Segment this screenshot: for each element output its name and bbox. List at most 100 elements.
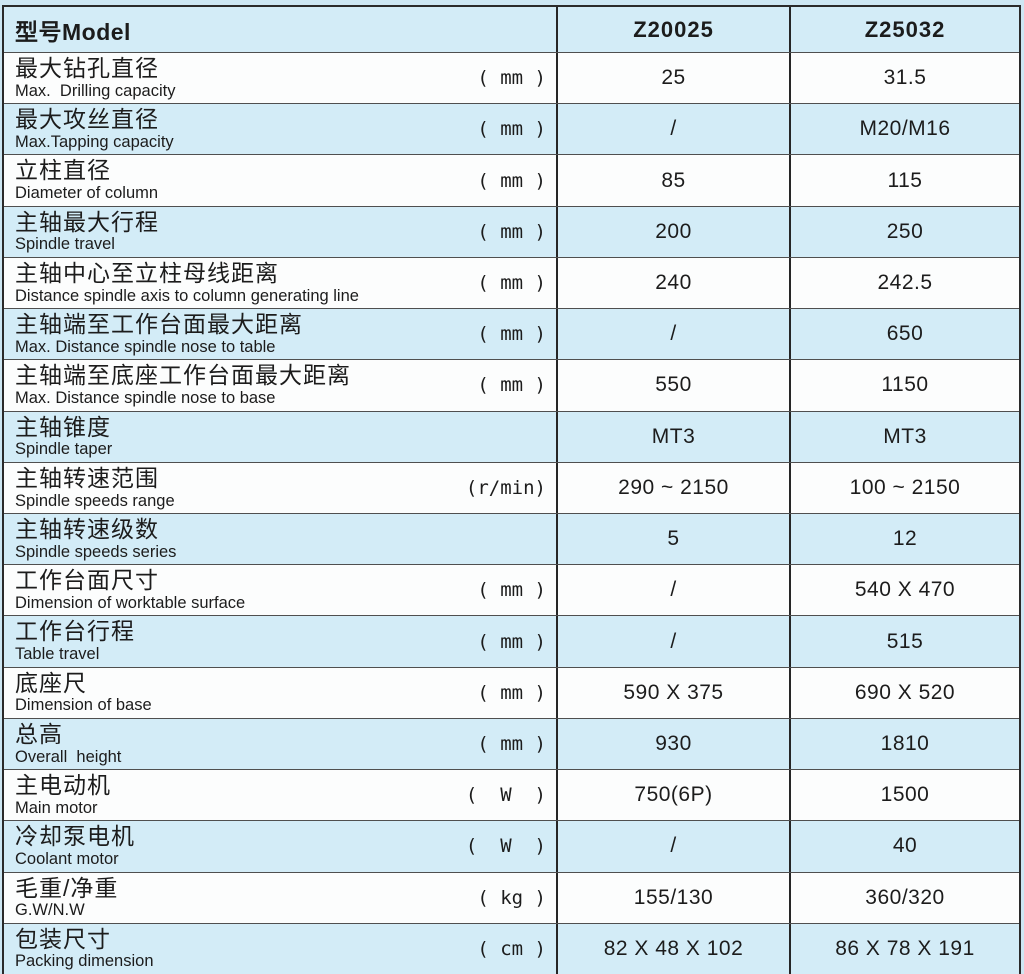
spec-label-lines: 冷却泵电机 Coolant motor [15,824,135,869]
unit-label: ( W ) [465,784,546,807]
unit-label: ( mm ) [477,681,546,704]
spec-value-z20025: 85 [556,155,789,206]
table-row: 主轴端至底座工作台面最大距离 Max. Distance spindle nos… [4,359,1019,411]
spec-value-z20025: 550 [556,360,789,411]
table-row: 工作台行程 Table travel ( mm ) / 515 [4,615,1019,667]
table-row: 总高 Overall height ( mm ) 930 1810 [4,717,1019,770]
spec-label-cn: 毛重/净重 [15,874,119,901]
spec-table: 型号Model Z20025 Z25032 最大钻孔直径 Max. Drilli… [2,5,1021,974]
unit-label: ( cm ) [477,937,546,960]
spec-value-z25032: 86 X 78 X 191 [789,923,1019,974]
spec-label-cn: 主轴锥度 [15,413,111,440]
spec-label-lines: 最大钻孔直径 Max. Drilling capacity [15,55,176,100]
spec-value-z20025: 290 ~ 2150 [556,462,789,513]
spec-label-cn: 立柱直径 [15,157,111,184]
spec-value-z25032: 1500 [789,770,1019,821]
spec-label-en: Packing dimension [15,952,154,971]
unit-label: ( mm ) [477,169,546,192]
unit-label: ( mm ) [477,579,546,602]
table-row: 毛重/净重 G.W/N.W ( kg ) 155/130 360/320 [4,871,1019,923]
spec-value-z20025: / [556,565,789,616]
table-row: 主轴锥度 Spindle taper MT3 MT3 [4,410,1019,462]
spec-label-cell: 毛重/净重 G.W/N.W ( kg ) [4,873,556,923]
table-row: 工作台面尺寸 Dimension of worktable surface ( … [4,564,1019,616]
spec-label-cn: 主轴最大行程 [15,208,159,235]
spec-value-z20025: 155/130 [556,872,789,923]
spec-value-z25032: 1150 [789,360,1019,411]
spec-label-lines: 主电动机 Main motor [15,772,111,817]
spec-label-en: Dimension of worktable surface [15,593,246,612]
spec-label-cell: 工作台面尺寸 Dimension of worktable surface ( … [4,565,556,615]
spec-value-z20025: 750(6P) [556,770,789,821]
spec-label-en: Max. Distance spindle nose to table [15,337,276,356]
unit-label: ( mm ) [477,630,546,653]
spec-label-cn: 主轴端至工作台面最大距离 [15,311,303,338]
spec-label-en: Spindle speeds range [15,491,175,510]
spec-label-lines: 总高 Overall height [15,720,121,766]
spec-label-cell: 底座尺 Dimension of base ( mm ) [4,668,556,718]
table-row: 底座尺 Dimension of base ( mm ) 590 X 375 6… [4,666,1019,718]
table-row: 冷却泵电机 Coolant motor ( W ) / 40 [4,820,1019,872]
spec-label-lines: 最大攻丝直径 Max.Tapping capacity [15,106,174,151]
spec-label-cn: 主轴端至底座工作台面最大距离 [15,362,351,389]
spec-label-cn: 主电动机 [15,772,111,799]
spec-value-z20025: 590 X 375 [556,667,789,718]
table-row: 主电动机 Main motor ( W ) 750(6P) 1500 [4,769,1019,821]
spec-label-cell: 主轴转速范围 Spindle speeds range (r/min) [4,463,556,513]
unit-label: ( kg ) [477,886,546,909]
spec-label-cn: 工作台面尺寸 [15,567,159,594]
spec-label-lines: 包装尺寸 Packing dimension [15,925,154,971]
spec-value-z25032: 250 [789,206,1019,257]
spec-label-cn: 主轴中心至立柱母线距离 [15,259,279,286]
header-model-z25032: Z25032 [789,7,1019,52]
spec-label-lines: 主轴最大行程 Spindle travel [15,208,159,254]
unit-label: ( mm ) [477,732,546,755]
header-row: 型号Model Z20025 Z25032 [4,7,1019,52]
spec-value-z25032: 540 X 470 [789,565,1019,616]
spec-value-z25032: 40 [789,821,1019,872]
table-row: 主轴转速范围 Spindle speeds range (r/min) 290 … [4,461,1019,513]
spec-label-cell: 总高 Overall height ( mm ) [4,719,556,769]
table-row: 最大攻丝直径 Max.Tapping capacity ( mm ) / M20… [4,103,1019,155]
spec-label-cell: 最大攻丝直径 Max.Tapping capacity ( mm ) [4,104,556,154]
spec-value-z25032: 100 ~ 2150 [789,462,1019,513]
spec-label-cell: 包装尺寸 Packing dimension ( cm ) [4,924,556,974]
table-row: 主轴最大行程 Spindle travel ( mm ) 200 250 [4,205,1019,257]
spec-label-en: Max. Drilling capacity [15,81,176,100]
unit-label: ( mm ) [477,118,546,141]
header-model-label: 型号Model [15,18,131,45]
spec-label-cn: 主轴转速范围 [15,464,159,491]
spec-label-en: Spindle speeds series [15,542,177,561]
unit-label: ( mm ) [477,271,546,294]
spec-label-cell: 立柱直径 Diameter of column ( mm ) [4,155,556,205]
spec-value-z25032: 12 [789,513,1019,565]
spec-label-cn: 包装尺寸 [15,925,111,952]
spec-label-lines: 工作台行程 Table travel [15,618,135,664]
spec-label-lines: 主轴中心至立柱母线距离 Distance spindle axis to col… [15,259,359,305]
spec-value-z20025: 25 [556,53,789,104]
spec-label-cell: 主轴锥度 Spindle taper [4,412,556,462]
spec-value-z20025: 240 [556,257,789,309]
spec-value-z20025: / [556,821,789,872]
table-row: 最大钻孔直径 Max. Drilling capacity ( mm ) 25 … [4,52,1019,104]
spec-value-z25032: 360/320 [789,872,1019,923]
spec-label-lines: 主轴转速范围 Spindle speeds range [15,464,175,510]
spec-value-z25032: 650 [789,309,1019,360]
spec-label-cell: 主轴端至工作台面最大距离 Max. Distance spindle nose … [4,309,556,359]
spec-value-z25032: 1810 [789,718,1019,770]
spec-label-cell: 主轴端至底座工作台面最大距离 Max. Distance spindle nos… [4,360,556,410]
header-model-z20025: Z20025 [556,7,789,52]
spec-label-cell: 主电动机 Main motor ( W ) [4,770,556,820]
spec-value-z20025: / [556,616,789,667]
spec-label-cn: 底座尺 [15,669,87,696]
spec-label-lines: 主轴锥度 Spindle taper [15,413,112,459]
spec-label-en: Main motor [15,798,98,817]
spec-label-lines: 主轴端至底座工作台面最大距离 Max. Distance spindle nos… [15,362,351,408]
spec-label-en: Max. Distance spindle nose to base [15,389,276,408]
spec-label-cn: 工作台行程 [15,618,135,645]
spec-label-en: Diameter of column [15,184,159,203]
spec-label-en: Spindle travel [15,235,115,254]
spec-value-z20025: / [556,309,789,360]
spec-label-cn: 总高 [15,720,63,747]
